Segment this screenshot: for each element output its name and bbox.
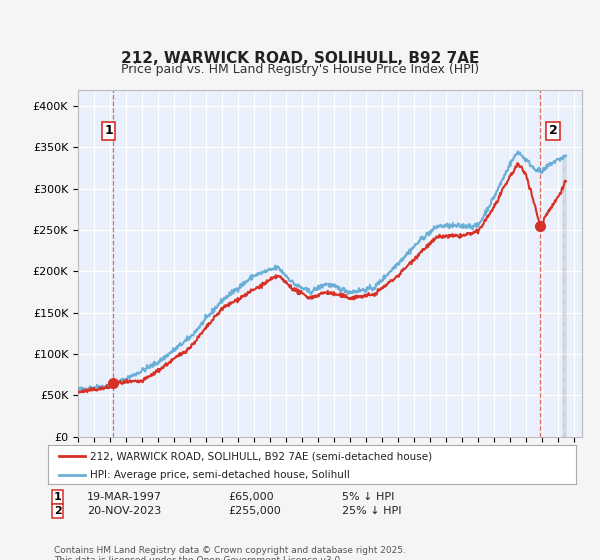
Text: 25% ↓ HPI: 25% ↓ HPI — [342, 506, 401, 516]
Text: 1: 1 — [54, 492, 62, 502]
Text: 212, WARWICK ROAD, SOLIHULL, B92 7AE: 212, WARWICK ROAD, SOLIHULL, B92 7AE — [121, 52, 479, 66]
Text: Price paid vs. HM Land Registry's House Price Index (HPI): Price paid vs. HM Land Registry's House … — [121, 63, 479, 77]
Text: Contains HM Land Registry data © Crown copyright and database right 2025.
This d: Contains HM Land Registry data © Crown c… — [54, 546, 406, 560]
Text: £255,000: £255,000 — [228, 506, 281, 516]
Text: 212, WARWICK ROAD, SOLIHULL, B92 7AE (semi-detached house): 212, WARWICK ROAD, SOLIHULL, B92 7AE (se… — [90, 451, 433, 461]
Text: 20-NOV-2023: 20-NOV-2023 — [87, 506, 161, 516]
Text: 2: 2 — [54, 506, 62, 516]
Text: 1: 1 — [104, 124, 113, 137]
Text: HPI: Average price, semi-detached house, Solihull: HPI: Average price, semi-detached house,… — [90, 470, 350, 479]
Text: 19-MAR-1997: 19-MAR-1997 — [87, 492, 162, 502]
Text: 5% ↓ HPI: 5% ↓ HPI — [342, 492, 394, 502]
Text: £65,000: £65,000 — [228, 492, 274, 502]
Text: 2: 2 — [549, 124, 557, 137]
